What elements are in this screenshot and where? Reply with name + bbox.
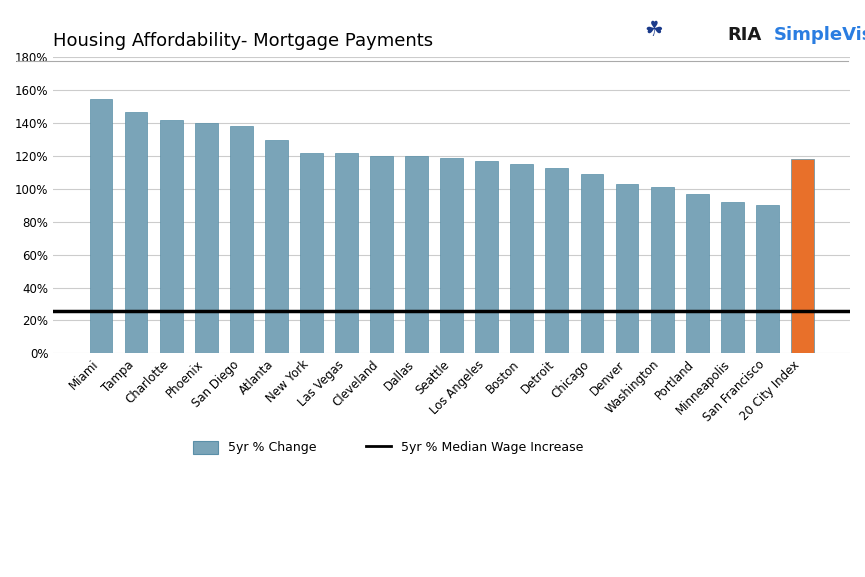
Bar: [476, 161, 498, 353]
Bar: [510, 164, 533, 353]
Bar: [440, 158, 463, 353]
Bar: [370, 156, 393, 353]
Bar: [686, 194, 708, 353]
Bar: [160, 120, 183, 353]
Bar: [616, 184, 638, 353]
Bar: [650, 188, 674, 353]
Bar: [300, 153, 323, 353]
Bar: [546, 167, 568, 353]
Text: SimpleVisor: SimpleVisor: [774, 26, 865, 44]
Bar: [756, 205, 778, 353]
Text: RIA: RIA: [727, 26, 761, 44]
Text: Housing Affordability- Mortgage Payments: Housing Affordability- Mortgage Payments: [54, 32, 433, 50]
Bar: [195, 123, 218, 353]
Bar: [90, 99, 112, 353]
Bar: [335, 153, 358, 353]
Text: ☘: ☘: [644, 20, 663, 40]
Legend: 5yr % Change, 5yr % Median Wage Increase: 5yr % Change, 5yr % Median Wage Increase: [188, 436, 588, 459]
Bar: [580, 174, 604, 353]
Bar: [721, 202, 744, 353]
Bar: [405, 156, 428, 353]
Bar: [125, 112, 147, 353]
Bar: [265, 140, 288, 353]
Bar: [230, 126, 253, 353]
Bar: [791, 159, 814, 353]
